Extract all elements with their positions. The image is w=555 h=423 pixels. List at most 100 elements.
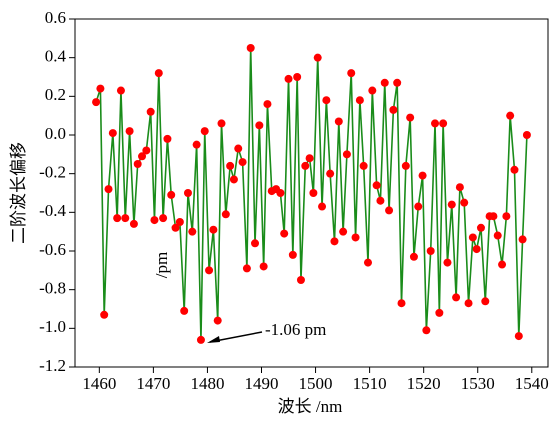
data-point xyxy=(431,119,440,128)
data-point xyxy=(330,237,339,246)
data-point xyxy=(309,189,318,197)
x-tick-label: 1540 xyxy=(515,374,549,393)
min-annotation: -1.06 pm xyxy=(265,320,326,339)
data-point xyxy=(92,98,101,107)
data-point xyxy=(476,223,485,232)
data-point xyxy=(133,160,142,168)
data-point xyxy=(363,258,372,267)
data-point xyxy=(518,235,527,244)
data-point xyxy=(146,107,155,116)
y-tick-label: 0.6 xyxy=(45,8,66,27)
data-point xyxy=(167,190,176,199)
data-point xyxy=(493,231,502,240)
data-point xyxy=(510,165,519,174)
data-point xyxy=(183,189,192,197)
data-point xyxy=(125,127,134,136)
y-tick-label: -1.0 xyxy=(39,317,66,336)
data-point xyxy=(221,210,230,219)
data-point xyxy=(196,335,205,344)
data-point xyxy=(376,196,385,205)
data-point xyxy=(414,202,423,211)
data-point xyxy=(138,152,147,161)
y-tick-label: -1.2 xyxy=(39,356,66,375)
data-point xyxy=(355,96,364,105)
data-point xyxy=(263,100,272,109)
data-point xyxy=(280,229,289,238)
data-point xyxy=(439,119,448,128)
data-point xyxy=(100,310,109,319)
data-point xyxy=(380,78,389,87)
plot-frame xyxy=(74,18,549,368)
data-point xyxy=(359,161,368,170)
x-tick-label: 1480 xyxy=(190,374,224,393)
data-point xyxy=(443,258,452,267)
data-point xyxy=(401,161,410,170)
data-point xyxy=(150,216,159,225)
data-point xyxy=(514,332,523,341)
data-point xyxy=(296,276,305,284)
data-point xyxy=(175,218,184,226)
x-tick-label: 1500 xyxy=(299,374,333,393)
data-point xyxy=(200,127,209,136)
data-point xyxy=(393,78,402,87)
data-point xyxy=(209,225,218,234)
data-point xyxy=(284,74,293,83)
data-point xyxy=(498,260,507,269)
data-point xyxy=(522,131,531,139)
data-point xyxy=(159,214,168,223)
data-point xyxy=(435,308,444,317)
data-point xyxy=(171,223,180,232)
data-point xyxy=(447,200,456,209)
data-point xyxy=(460,198,469,207)
x-tick-label: 1460 xyxy=(82,374,116,393)
x-tick-label: 1470 xyxy=(136,374,170,393)
x-axis-label: 波长 /nm xyxy=(278,397,343,416)
data-point xyxy=(397,299,406,308)
data-point xyxy=(406,113,415,122)
data-point xyxy=(246,44,255,52)
data-point xyxy=(418,171,427,180)
data-point xyxy=(180,306,189,315)
data-point xyxy=(339,227,348,236)
data-point xyxy=(351,233,360,242)
data-point xyxy=(422,326,431,335)
data-point xyxy=(229,175,238,184)
y-tick-label: 0.2 xyxy=(45,85,66,104)
data-point xyxy=(318,202,327,211)
data-point xyxy=(234,144,243,153)
data-point xyxy=(205,266,214,275)
data-point xyxy=(251,239,260,248)
data-point xyxy=(96,84,105,93)
data-point xyxy=(242,264,251,273)
data-point xyxy=(472,245,481,254)
data-point xyxy=(452,293,461,302)
data-point xyxy=(226,161,235,170)
data-point xyxy=(326,169,335,178)
data-point xyxy=(342,150,351,159)
data-point xyxy=(129,219,138,228)
data-point xyxy=(259,262,268,271)
data-point xyxy=(238,158,247,167)
x-tick-label: 1520 xyxy=(407,374,441,393)
data-point xyxy=(121,214,130,223)
data-point xyxy=(409,252,418,261)
data-point xyxy=(104,185,113,194)
data-point xyxy=(108,129,117,138)
data-point xyxy=(385,206,394,215)
x-tick-label: 1530 xyxy=(461,374,495,393)
data-point xyxy=(154,69,163,78)
data-point xyxy=(468,233,477,242)
data-point xyxy=(481,297,490,306)
data-point xyxy=(368,86,377,95)
data-point xyxy=(502,212,511,221)
data-point xyxy=(276,189,285,197)
data-line xyxy=(95,47,528,340)
data-point xyxy=(322,96,331,105)
data-point xyxy=(163,134,172,143)
data-point xyxy=(313,53,322,62)
data-point xyxy=(389,105,398,114)
data-point xyxy=(217,119,226,128)
y-tick-label: -0.4 xyxy=(39,201,66,220)
